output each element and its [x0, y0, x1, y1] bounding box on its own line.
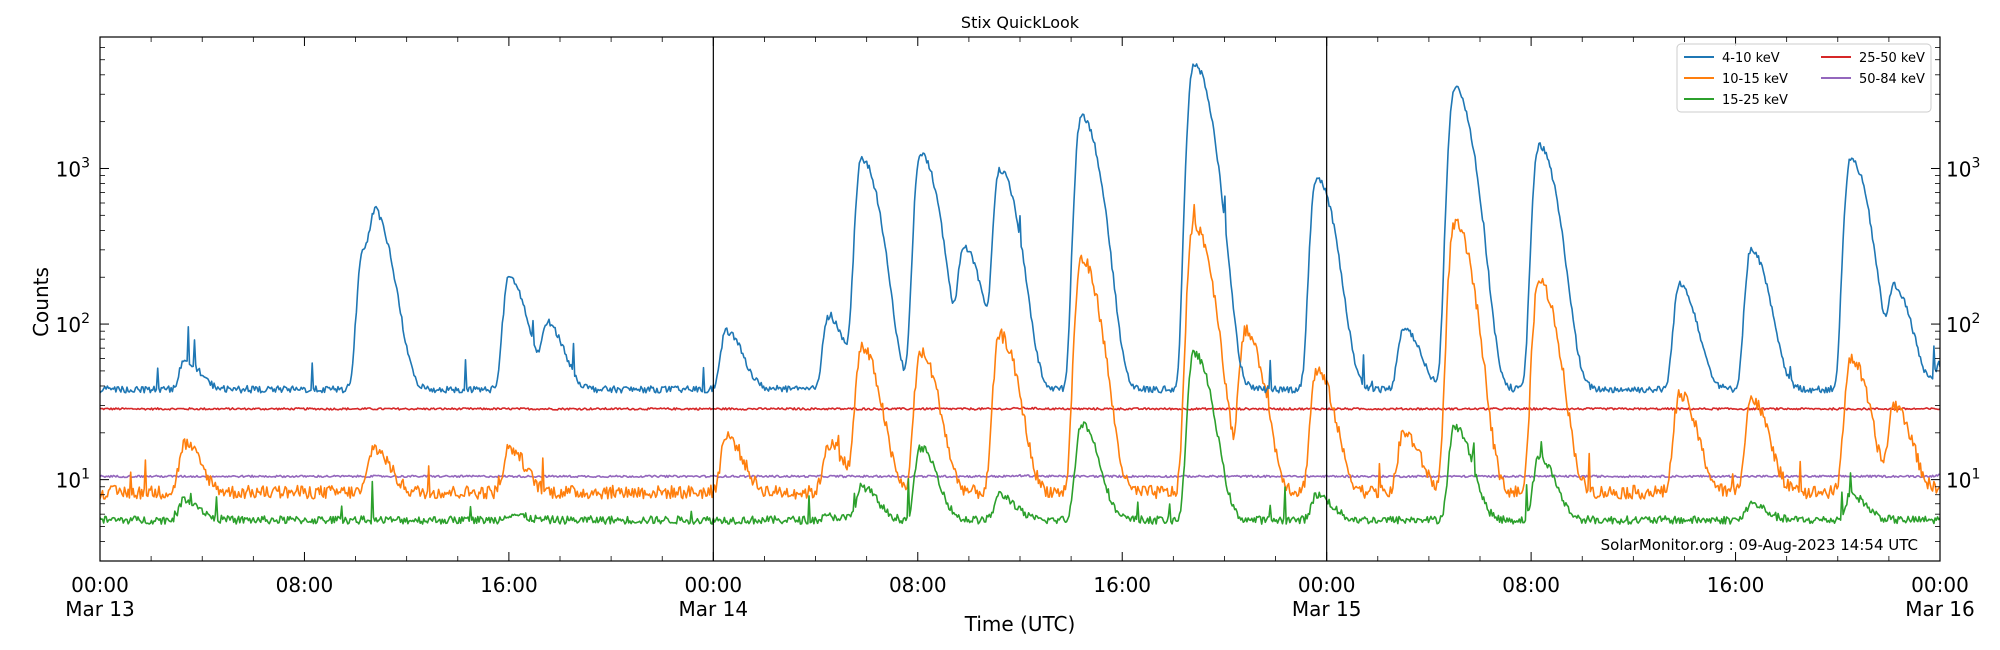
x-tick-date-label: Mar 14: [679, 597, 749, 621]
chart-title: Stix QuickLook: [961, 13, 1080, 32]
y-tick-label-right: 102: [1946, 311, 1980, 337]
x-tick-label: 00:00: [1298, 573, 1356, 597]
x-tick-label: 16:00: [1707, 573, 1765, 597]
day-boundary-lines: [712, 37, 1328, 561]
legend-label: 4-10 keV: [1722, 51, 1780, 66]
legend: 4-10 keV 10-15 keV 15-25 keV 25-50 keV 50-84…: [1676, 43, 1932, 113]
legend-label: 25-50 keV: [1859, 51, 1925, 66]
x-axis-title: Time (UTC): [964, 612, 1076, 636]
series-line-25-50-kev: [100, 406, 1940, 411]
x-tick-label: 08:00: [1502, 573, 1560, 597]
x-tick-label: 16:00: [480, 573, 538, 597]
x-tick-label: 16:00: [1093, 573, 1151, 597]
x-tick-label: 08:00: [276, 573, 334, 597]
series-line-50-84-kev: [100, 473, 1940, 479]
legend-label: 10-15 keV: [1722, 72, 1788, 87]
solarmonitor-watermark: SolarMonitor.org : 09-Aug-2023 14:54 UTC: [1601, 536, 1918, 554]
x-tick-date-label: Mar 16: [1905, 597, 1975, 621]
x-tick-label: 00:00: [1911, 573, 1969, 597]
legend-label: 15-25 keV: [1722, 93, 1788, 108]
y-axis-title: Counts: [29, 267, 53, 337]
series-layer: [100, 63, 1940, 525]
legend-label: 50-84 keV: [1859, 72, 1925, 87]
plot-frame: [99, 36, 1941, 562]
x-tick-label: 00:00: [71, 573, 129, 597]
series-line-4-10-kev: [100, 63, 1940, 394]
x-tick-date-label: Mar 13: [65, 597, 135, 621]
legend-box: [1676, 43, 1932, 113]
series-line-10-15-kev: [100, 203, 1940, 500]
series-line-15-25-kev: [100, 349, 1940, 525]
x-tick-label: 08:00: [889, 573, 947, 597]
x-tick-label: 00:00: [685, 573, 743, 597]
x-tick-date-label: Mar 15: [1292, 597, 1362, 621]
